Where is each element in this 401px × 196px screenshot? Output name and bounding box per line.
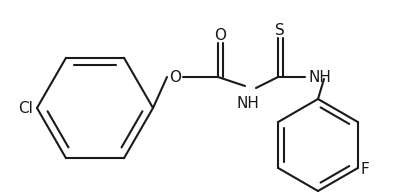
- Text: F: F: [361, 162, 370, 178]
- Text: Cl: Cl: [18, 101, 33, 115]
- Text: O: O: [214, 27, 226, 43]
- Text: S: S: [275, 23, 285, 37]
- Text: O: O: [169, 70, 181, 84]
- Text: NH: NH: [308, 70, 331, 84]
- Text: NH: NH: [237, 96, 259, 111]
